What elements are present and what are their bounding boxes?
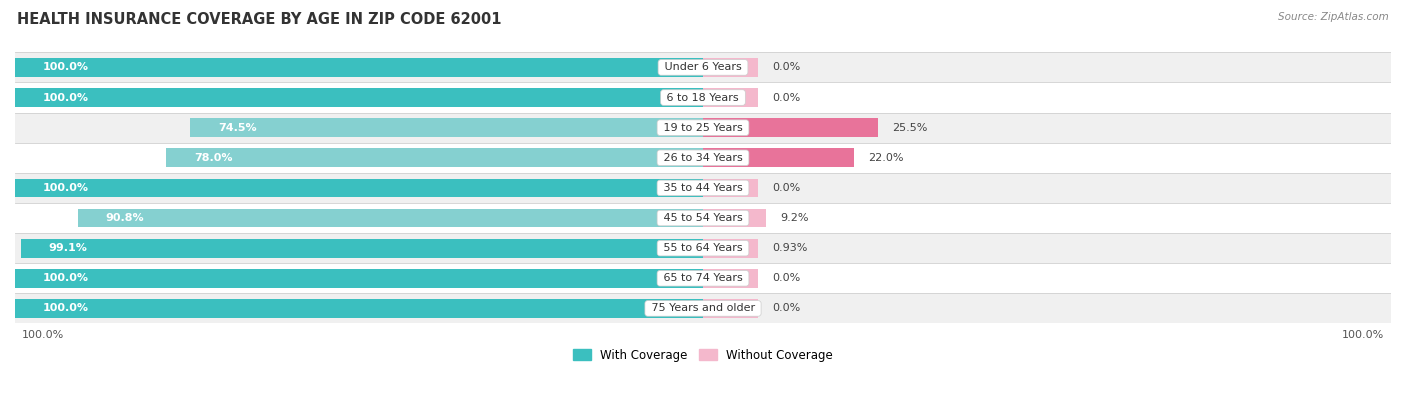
Text: 26 to 34 Years: 26 to 34 Years bbox=[659, 153, 747, 163]
Text: 100.0%: 100.0% bbox=[42, 303, 89, 313]
Bar bbox=[15, 112, 1391, 143]
Text: Source: ZipAtlas.com: Source: ZipAtlas.com bbox=[1278, 12, 1389, 22]
Bar bbox=[15, 293, 1391, 323]
Text: 35 to 44 Years: 35 to 44 Years bbox=[659, 183, 747, 193]
Bar bbox=[15, 173, 1391, 203]
Bar bbox=[21, 239, 703, 258]
Bar bbox=[15, 233, 1391, 263]
Bar bbox=[79, 209, 703, 227]
Bar bbox=[15, 299, 703, 318]
Bar bbox=[15, 263, 1391, 293]
Bar bbox=[15, 58, 703, 77]
Text: 65 to 74 Years: 65 to 74 Years bbox=[659, 273, 747, 283]
Text: 45 to 54 Years: 45 to 54 Years bbox=[659, 213, 747, 223]
Text: HEALTH INSURANCE COVERAGE BY AGE IN ZIP CODE 62001: HEALTH INSURANCE COVERAGE BY AGE IN ZIP … bbox=[17, 12, 502, 27]
Text: 0.0%: 0.0% bbox=[772, 62, 800, 72]
Text: 6 to 18 Years: 6 to 18 Years bbox=[664, 93, 742, 103]
Bar bbox=[166, 149, 703, 167]
Text: 100.0%: 100.0% bbox=[42, 183, 89, 193]
Text: Under 6 Years: Under 6 Years bbox=[661, 62, 745, 72]
Text: 100.0%: 100.0% bbox=[42, 93, 89, 103]
Text: 25.5%: 25.5% bbox=[893, 123, 928, 133]
Bar bbox=[15, 83, 1391, 112]
Bar bbox=[703, 209, 766, 227]
Text: 0.0%: 0.0% bbox=[772, 183, 800, 193]
Bar bbox=[190, 118, 703, 137]
Bar bbox=[703, 178, 758, 197]
Text: 19 to 25 Years: 19 to 25 Years bbox=[659, 123, 747, 133]
Bar bbox=[703, 88, 758, 107]
Text: 0.0%: 0.0% bbox=[772, 303, 800, 313]
Text: 100.0%: 100.0% bbox=[1341, 330, 1384, 340]
Text: 100.0%: 100.0% bbox=[22, 330, 65, 340]
Text: 0.93%: 0.93% bbox=[772, 243, 807, 253]
Bar bbox=[703, 269, 758, 288]
Text: 0.0%: 0.0% bbox=[772, 93, 800, 103]
Text: 9.2%: 9.2% bbox=[780, 213, 808, 223]
Bar bbox=[703, 149, 855, 167]
Text: 74.5%: 74.5% bbox=[218, 123, 256, 133]
Bar bbox=[703, 58, 758, 77]
Text: 0.0%: 0.0% bbox=[772, 273, 800, 283]
Text: 78.0%: 78.0% bbox=[194, 153, 232, 163]
Text: 100.0%: 100.0% bbox=[42, 62, 89, 72]
Bar bbox=[703, 299, 758, 318]
Text: 100.0%: 100.0% bbox=[42, 273, 89, 283]
Text: 22.0%: 22.0% bbox=[868, 153, 904, 163]
Bar bbox=[15, 203, 1391, 233]
Bar bbox=[703, 118, 879, 137]
Bar bbox=[15, 143, 1391, 173]
Legend: With Coverage, Without Coverage: With Coverage, Without Coverage bbox=[568, 344, 838, 366]
Text: 90.8%: 90.8% bbox=[105, 213, 145, 223]
Text: 99.1%: 99.1% bbox=[49, 243, 87, 253]
Bar bbox=[15, 178, 703, 197]
Bar bbox=[703, 239, 758, 258]
Bar bbox=[15, 88, 703, 107]
Bar bbox=[15, 269, 703, 288]
Bar bbox=[15, 52, 1391, 83]
Text: 55 to 64 Years: 55 to 64 Years bbox=[659, 243, 747, 253]
Text: 75 Years and older: 75 Years and older bbox=[648, 303, 758, 313]
